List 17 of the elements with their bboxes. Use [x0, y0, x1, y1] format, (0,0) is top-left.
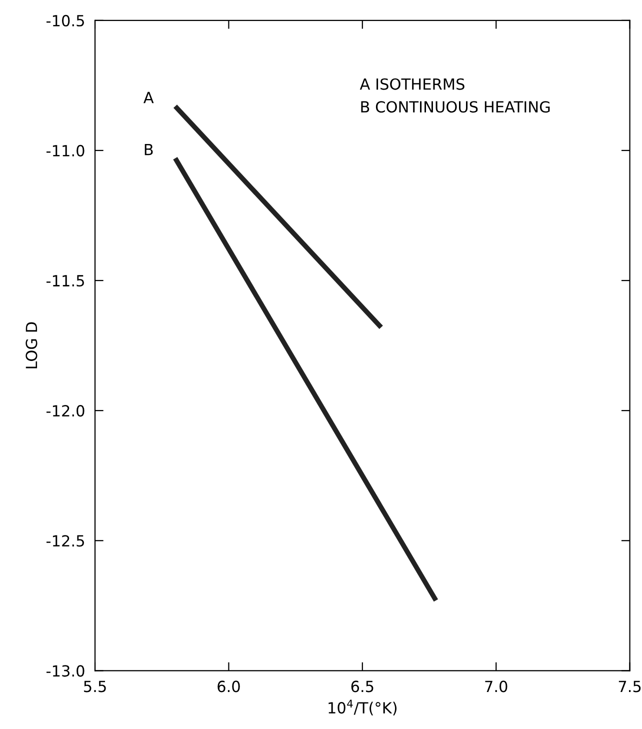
annotation: A ISOTHERMS: [360, 78, 464, 90]
x-tick-label: 6.5: [351, 680, 374, 692]
y-tick-label: -11.5: [46, 275, 84, 287]
x-axis-title: 10$^{4}$/T(°K): [328, 700, 397, 716]
annotation: B CONTINUOUS HEATING: [361, 101, 550, 113]
y-tick-label: -10.5: [46, 14, 84, 26]
series-label: B: [144, 144, 153, 156]
y-axis-title: LOG D: [26, 322, 38, 368]
x-tick-label: 6.0: [218, 680, 240, 692]
y-tick-label: -11.0: [46, 144, 84, 156]
y-tick-label: -13.0: [46, 665, 84, 677]
x-tick-label: 7.5: [618, 680, 641, 692]
y-tick-label: -12.5: [46, 535, 84, 547]
y-tick-label: -12.0: [46, 405, 84, 417]
x-tick-label: 5.5: [84, 680, 106, 692]
series-label: A: [144, 92, 154, 104]
x-tick-label: 7.0: [485, 680, 508, 692]
